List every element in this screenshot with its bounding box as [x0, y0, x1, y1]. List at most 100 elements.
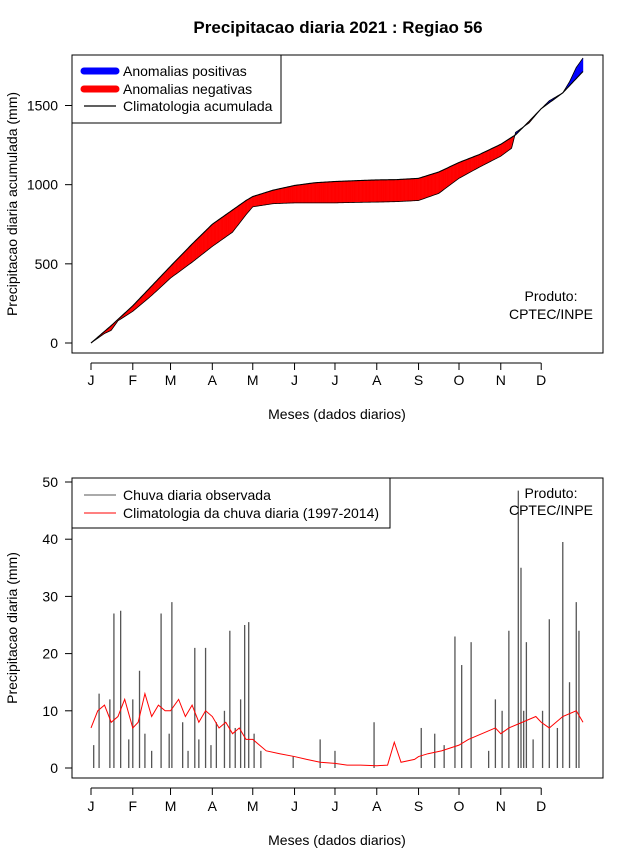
negative-anomaly-segment [493, 146, 496, 160]
negative-anomaly-segment [361, 180, 364, 203]
negative-anomaly-segment [224, 214, 226, 239]
y-tick-label: 50 [42, 474, 58, 490]
negative-anomaly-segment [465, 159, 468, 175]
negative-anomaly-segment [392, 179, 395, 202]
product-label: Produto: [525, 288, 578, 304]
negative-anomaly-segment [457, 162, 460, 180]
negative-anomaly-segment [387, 179, 390, 203]
negative-anomaly-segment [476, 154, 479, 170]
negative-anomaly-segment [421, 176, 423, 200]
negative-anomaly-segment [313, 182, 315, 204]
negative-anomaly-segment [235, 206, 237, 230]
negative-anomaly-segment [243, 201, 245, 219]
negative-anomaly-segment [333, 181, 336, 204]
negative-anomaly-segment [480, 152, 483, 167]
negative-anomaly-segment [373, 179, 376, 203]
negative-anomaly-segment [217, 219, 220, 244]
x-tick-label: A [372, 372, 382, 388]
y-tick-label: 10 [42, 703, 58, 719]
negative-anomaly-segment [500, 143, 503, 157]
x-tick-label: F [129, 372, 138, 388]
negative-anomaly-segment [356, 180, 359, 203]
x-tick-label: D [536, 798, 546, 814]
x-tick-label: N [496, 798, 506, 814]
negative-anomaly-segment [442, 169, 445, 191]
negative-anomaly-segment [189, 244, 191, 265]
negative-anomaly-segment [481, 152, 484, 167]
negative-anomaly-segment [286, 186, 288, 204]
negative-anomaly-segment [364, 180, 367, 203]
negative-anomaly-segment [274, 189, 276, 204]
x-tick-label: N [496, 372, 506, 388]
negative-anomaly-segment [372, 179, 375, 203]
negative-anomaly-segment [396, 179, 399, 202]
negative-anomaly-segment [470, 156, 473, 173]
negative-anomaly-segment [501, 142, 504, 156]
x-axis-label: Meses (dados diarios) [268, 832, 406, 848]
negative-anomaly-segment [292, 185, 295, 204]
x-axis-label: Meses (dados diarios) [268, 406, 406, 422]
negative-anomaly-segment [194, 239, 197, 261]
negative-anomaly-segment [414, 178, 417, 201]
x-tick-label: A [208, 798, 218, 814]
negative-anomaly-segment [226, 212, 229, 237]
negative-anomaly-segment [499, 143, 501, 158]
negative-anomaly-segment [329, 181, 332, 204]
negative-anomaly-segment [177, 257, 179, 274]
negative-anomaly-segment [267, 191, 270, 205]
y-axis-label: Precipitacao diaria (mm) [4, 552, 20, 704]
negative-anomaly-segment [233, 207, 236, 232]
negative-anomaly-segment [241, 202, 244, 221]
negative-anomaly-segment [386, 179, 388, 203]
negative-anomaly-segment [503, 141, 506, 155]
negative-anomaly-segment [381, 179, 384, 203]
negative-anomaly-segment [199, 234, 202, 257]
negative-anomaly-segment [492, 147, 495, 161]
negative-anomaly-segment [388, 179, 391, 203]
negative-anomaly-segment [369, 179, 372, 203]
negative-anomaly-segment [260, 193, 263, 206]
negative-anomaly-segment [295, 184, 298, 204]
negative-anomaly-segment [466, 158, 469, 175]
negative-anomaly-segment [363, 180, 365, 203]
negative-anomaly-segment [190, 243, 193, 264]
x-tick-label: F [129, 798, 138, 814]
negative-anomaly-segment [390, 179, 392, 202]
negative-anomaly-segment [443, 168, 446, 190]
x-tick-label: O [454, 372, 465, 388]
negative-anomaly-segment [245, 199, 248, 216]
negative-anomaly-segment [495, 145, 497, 160]
negative-anomaly-segment [173, 261, 175, 277]
negative-anomaly-segment [291, 185, 294, 204]
negative-anomaly-segment [346, 180, 349, 203]
negative-anomaly-segment [371, 179, 373, 203]
observed-bars [93, 490, 580, 768]
negative-anomaly-segment [261, 192, 264, 206]
negative-anomaly-segment [337, 181, 340, 204]
negative-anomaly-segment [175, 258, 178, 275]
negative-anomaly-segment [497, 144, 500, 158]
negative-anomaly-segment [330, 181, 333, 204]
negative-anomaly-segment [355, 180, 357, 203]
negative-anomaly-segment [325, 181, 328, 204]
negative-anomaly-segment [297, 184, 299, 204]
negative-anomaly-segment [376, 179, 379, 203]
negative-anomaly-segment [419, 177, 422, 201]
x-tick-label: M [165, 798, 177, 814]
negative-anomaly-segment [179, 254, 182, 272]
negative-anomaly-segment [446, 167, 449, 188]
negative-anomaly-segment [461, 160, 464, 178]
x-tick-label: J [331, 798, 338, 814]
negative-anomaly-segment [469, 157, 472, 173]
climatology-cumulative-line [90, 71, 584, 344]
x-tick-label: S [414, 372, 423, 388]
negative-anomaly-segment [487, 149, 489, 164]
negative-anomaly-segment [483, 151, 485, 166]
y-tick-label: 1500 [27, 98, 58, 114]
negative-anomaly-segment [460, 161, 462, 178]
y-tick-label: 30 [42, 588, 58, 604]
negative-anomaly-segment [340, 181, 342, 203]
negative-anomaly-segment [445, 167, 448, 189]
negative-anomaly-segment [399, 179, 402, 202]
negative-anomaly-segment [380, 179, 383, 203]
